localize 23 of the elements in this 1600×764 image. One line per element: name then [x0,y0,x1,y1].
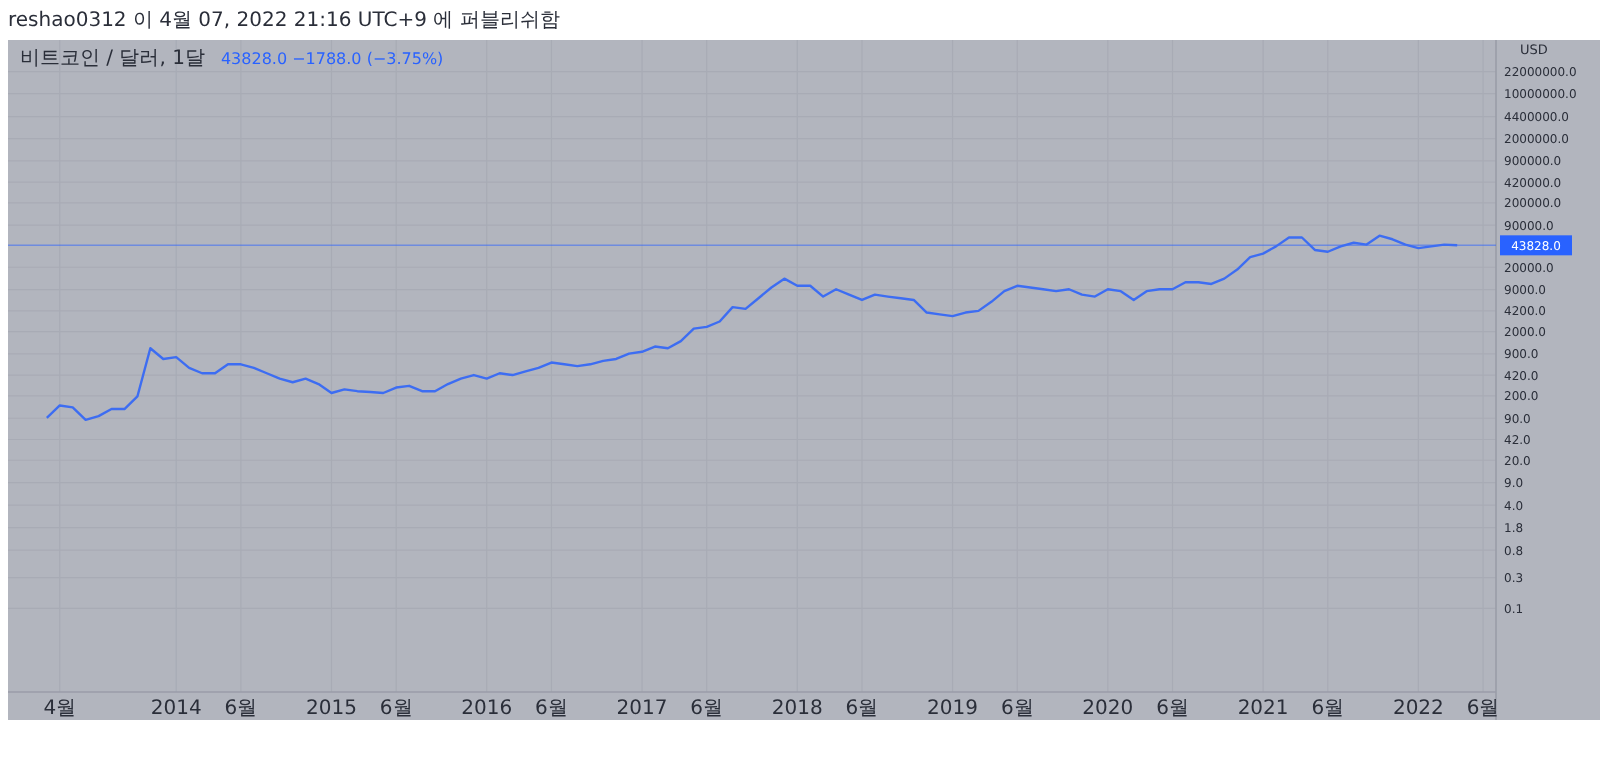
x-tick-label: 2015 [306,698,357,720]
x-tick-label: 2016 [461,698,513,720]
x-tick-label: 6월 [845,698,879,720]
x-tick-label: 2014 [150,698,202,720]
x-tick-label: 2021 [1237,698,1289,720]
x-tick-label: 6월 [1466,698,1500,720]
text: reshao0312 이 4월 07, 2022 21:16 UTC+9 에 퍼블리쉬함 [8,10,560,32]
x-tick-label: 6월 [379,698,413,720]
x-tick-label: 2019 [927,698,979,720]
x-tick-label: 6월 [1311,698,1345,720]
x-tick-label: 2018 [771,698,823,720]
annotation: 43828.0 −1788.0 (−3.75%) [220,50,444,68]
x-tick-label: 6월 [1156,698,1189,720]
x-tick-label: 2022 [1392,698,1444,720]
chart-title: 비트코인 / 달러, 1달 [20,48,205,70]
x-tick-label: 2017 [616,698,668,720]
x-tick-label: 6월 [1000,698,1034,720]
x-tick-label: 2020 [1082,698,1134,720]
x-tick-label: 4월 [43,698,77,720]
line-series [45,234,1459,422]
x-tick-label: 6월 [690,698,724,720]
x-tick-label: 6월 [224,698,258,720]
x-tick-label: 6월 [535,698,568,720]
